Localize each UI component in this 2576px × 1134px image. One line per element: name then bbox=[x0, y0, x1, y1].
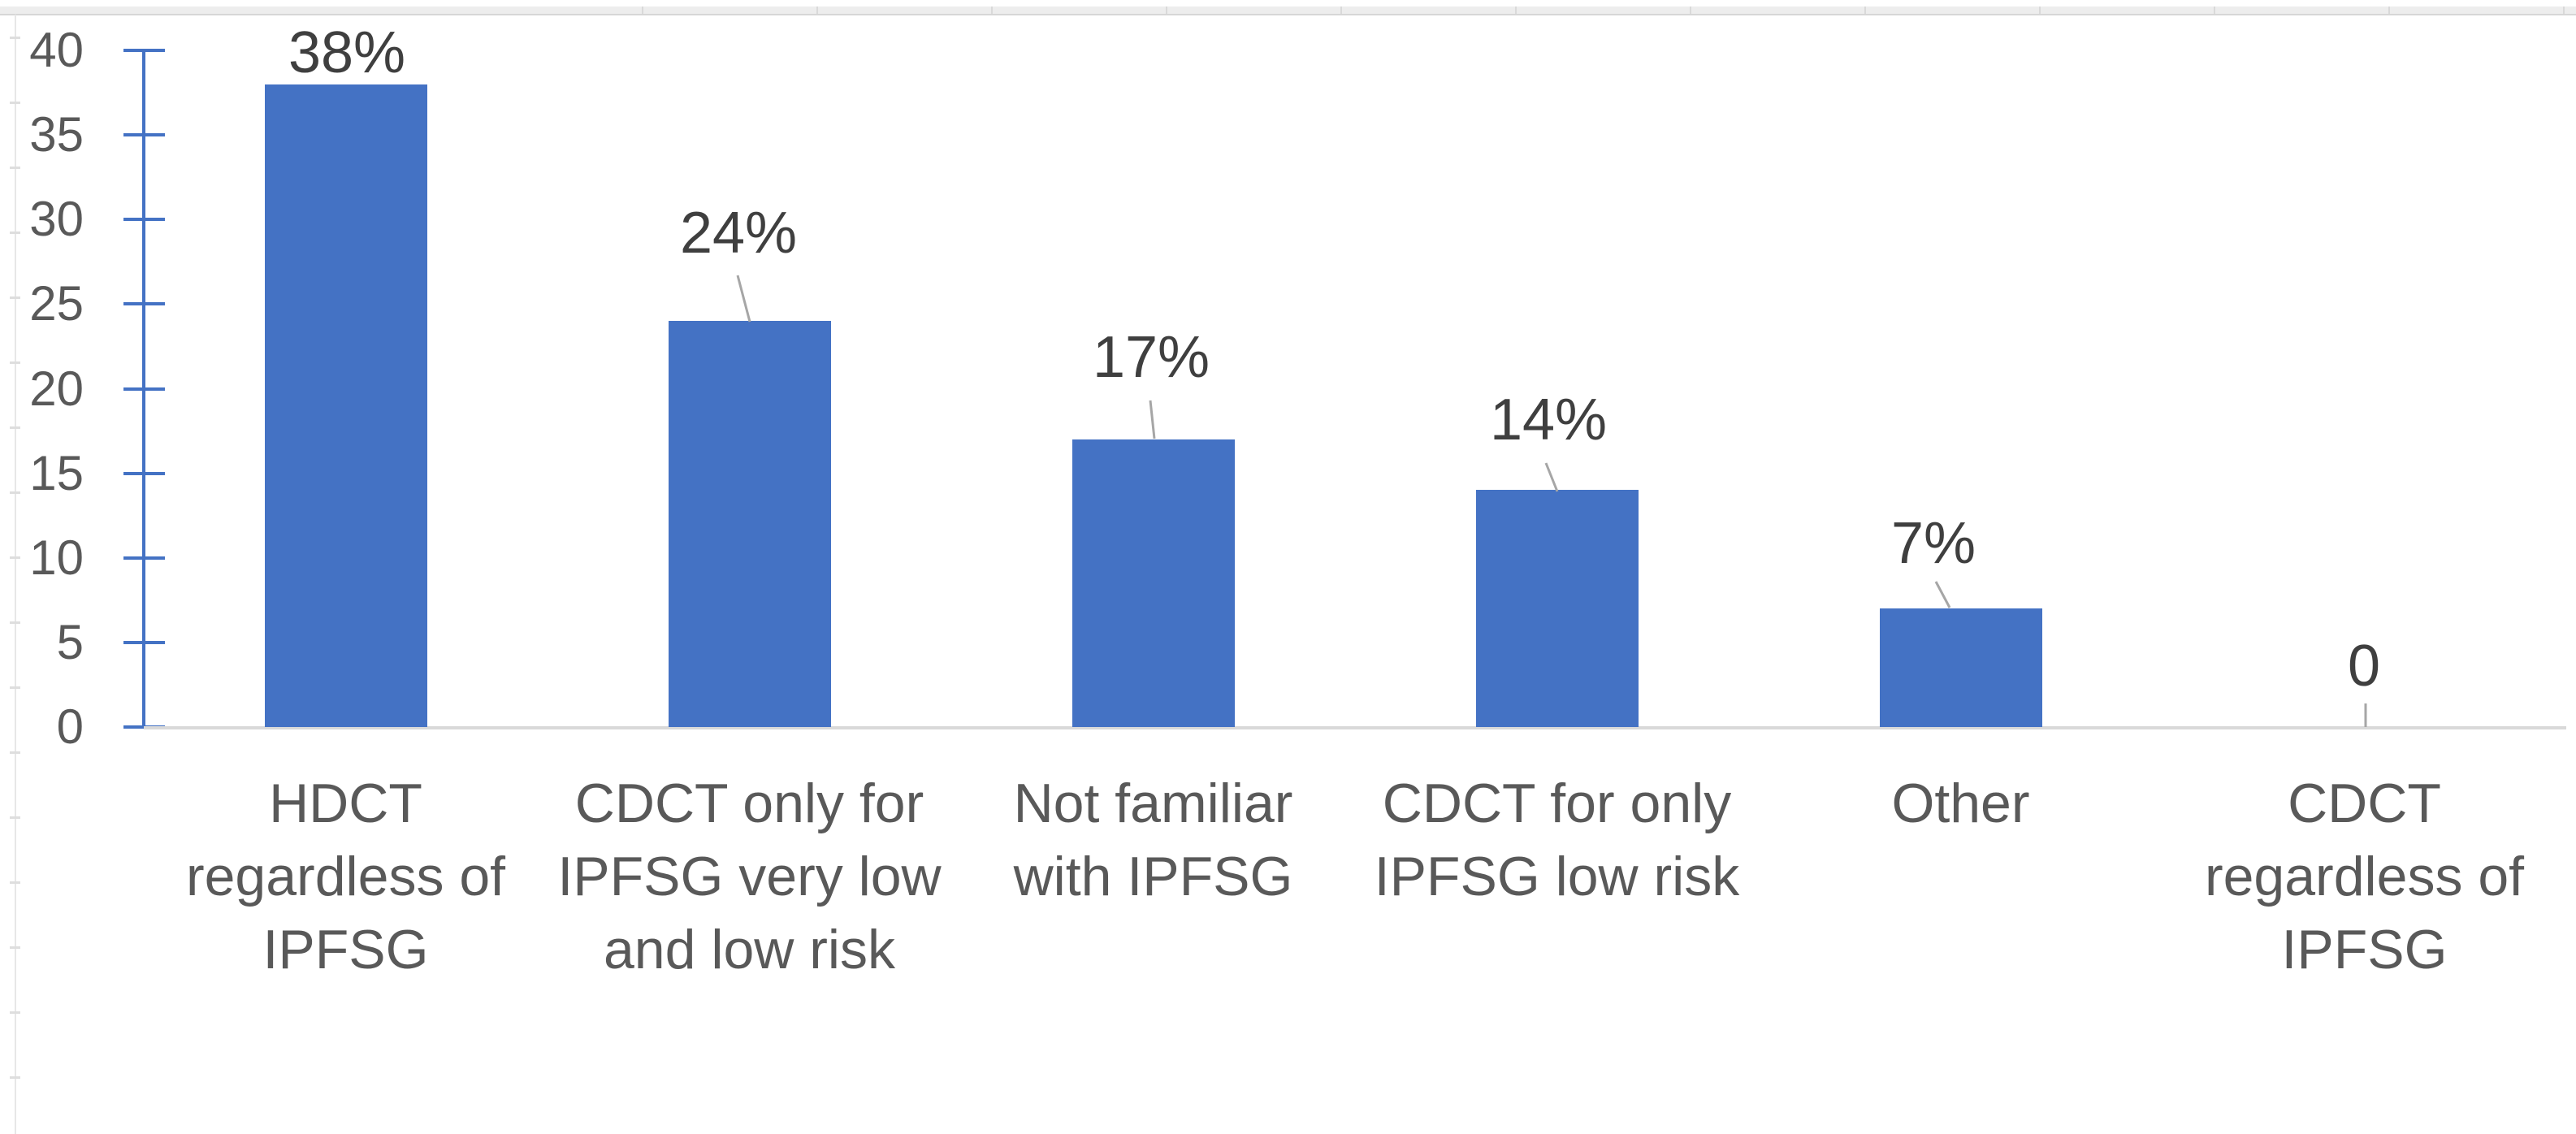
spreadsheet-row-notch bbox=[10, 1011, 20, 1014]
category-label-3: Not familiar with IPFSG bbox=[1013, 773, 1293, 907]
data-label-leader-line-5 bbox=[1934, 581, 1951, 608]
spreadsheet-column-notch bbox=[1340, 6, 1342, 14]
category-label-1: HDCT regardless of IPFSG bbox=[185, 773, 506, 980]
y-axis-tick bbox=[123, 218, 165, 222]
y-axis-tick bbox=[123, 556, 165, 560]
spreadsheet-column-notch bbox=[1515, 6, 1517, 14]
category-label-5: Other bbox=[1891, 773, 2030, 834]
y-axis-tick bbox=[123, 133, 165, 137]
x-axis-line bbox=[144, 726, 2566, 729]
bar-2 bbox=[668, 321, 831, 727]
category-label-2: CDCT only for IPFSG very low and low ris… bbox=[557, 773, 942, 980]
spreadsheet-row-notch bbox=[10, 232, 20, 234]
spreadsheet-top-gridline bbox=[0, 6, 2576, 15]
spreadsheet-column-notch bbox=[2039, 6, 2041, 14]
spreadsheet-row-notch bbox=[10, 102, 20, 104]
spreadsheet-left-gridline bbox=[15, 15, 16, 1134]
y-axis-tick bbox=[123, 302, 165, 306]
spreadsheet-row-notch bbox=[10, 751, 20, 754]
spreadsheet-column-notch bbox=[1864, 6, 1866, 14]
spreadsheet-column-notch bbox=[991, 6, 993, 14]
data-label-leader-line-3 bbox=[1149, 400, 1156, 439]
data-label-4: 14% bbox=[1489, 387, 1608, 452]
spreadsheet-row-notch bbox=[10, 426, 20, 429]
data-label-5: 7% bbox=[1890, 511, 1976, 576]
data-label-leader-line-2 bbox=[736, 275, 751, 322]
category-label-6: CDCT regardless of IPFSG bbox=[2204, 773, 2525, 980]
y-axis-tick bbox=[123, 387, 165, 391]
spreadsheet-column-notch bbox=[1166, 6, 1167, 14]
data-label-2: 24% bbox=[679, 201, 798, 266]
y-axis-tick bbox=[123, 640, 165, 644]
spreadsheet-column-notch bbox=[642, 6, 643, 14]
data-label-6: 0 bbox=[2347, 634, 2381, 699]
y-axis-tick bbox=[123, 49, 165, 52]
spreadsheet-row-notch bbox=[10, 556, 20, 559]
bar-4 bbox=[1475, 490, 1639, 727]
spreadsheet-column-notch bbox=[2214, 6, 2215, 14]
y-axis-tick bbox=[123, 471, 165, 475]
y-tick-label: 30 bbox=[29, 192, 84, 247]
data-label-leader-line-4 bbox=[1544, 462, 1559, 492]
category-label-4: CDCT for only IPFSG low risk bbox=[1374, 773, 1740, 907]
spreadsheet-column-notch bbox=[1690, 6, 1691, 14]
spreadsheet-row-notch bbox=[10, 946, 20, 949]
spreadsheet-row-notch bbox=[10, 686, 20, 689]
y-tick-label: 20 bbox=[29, 361, 84, 416]
spreadsheet-column-notch bbox=[816, 6, 818, 14]
spreadsheet-row-notch bbox=[10, 1076, 20, 1079]
spreadsheet-row-notch bbox=[10, 491, 20, 494]
bar-3 bbox=[1072, 439, 1235, 727]
spreadsheet-row-notch bbox=[10, 361, 20, 364]
spreadsheet-row-notch bbox=[10, 816, 20, 819]
spreadsheet-row-notch bbox=[10, 37, 20, 39]
spreadsheet-row-notch bbox=[10, 881, 20, 884]
bar-5 bbox=[1879, 608, 2042, 727]
y-tick-label: 15 bbox=[29, 445, 84, 500]
y-tick-label: 25 bbox=[29, 276, 84, 331]
spreadsheet-column-notch bbox=[2563, 6, 2565, 14]
y-tick-label: 10 bbox=[29, 530, 84, 585]
bar-1 bbox=[264, 84, 427, 727]
spreadsheet-row-notch bbox=[10, 296, 20, 299]
y-tick-label: 40 bbox=[29, 23, 84, 77]
data-label-1: 38% bbox=[288, 20, 406, 85]
y-tick-label: 0 bbox=[56, 699, 84, 754]
y-tick-label: 35 bbox=[29, 107, 84, 162]
data-label-3: 17% bbox=[1092, 325, 1210, 390]
spreadsheet-row-notch bbox=[10, 621, 20, 624]
spreadsheet-column-notch bbox=[2388, 6, 2390, 14]
spreadsheet-row-notch bbox=[10, 167, 20, 169]
y-tick-label: 5 bbox=[56, 614, 84, 669]
